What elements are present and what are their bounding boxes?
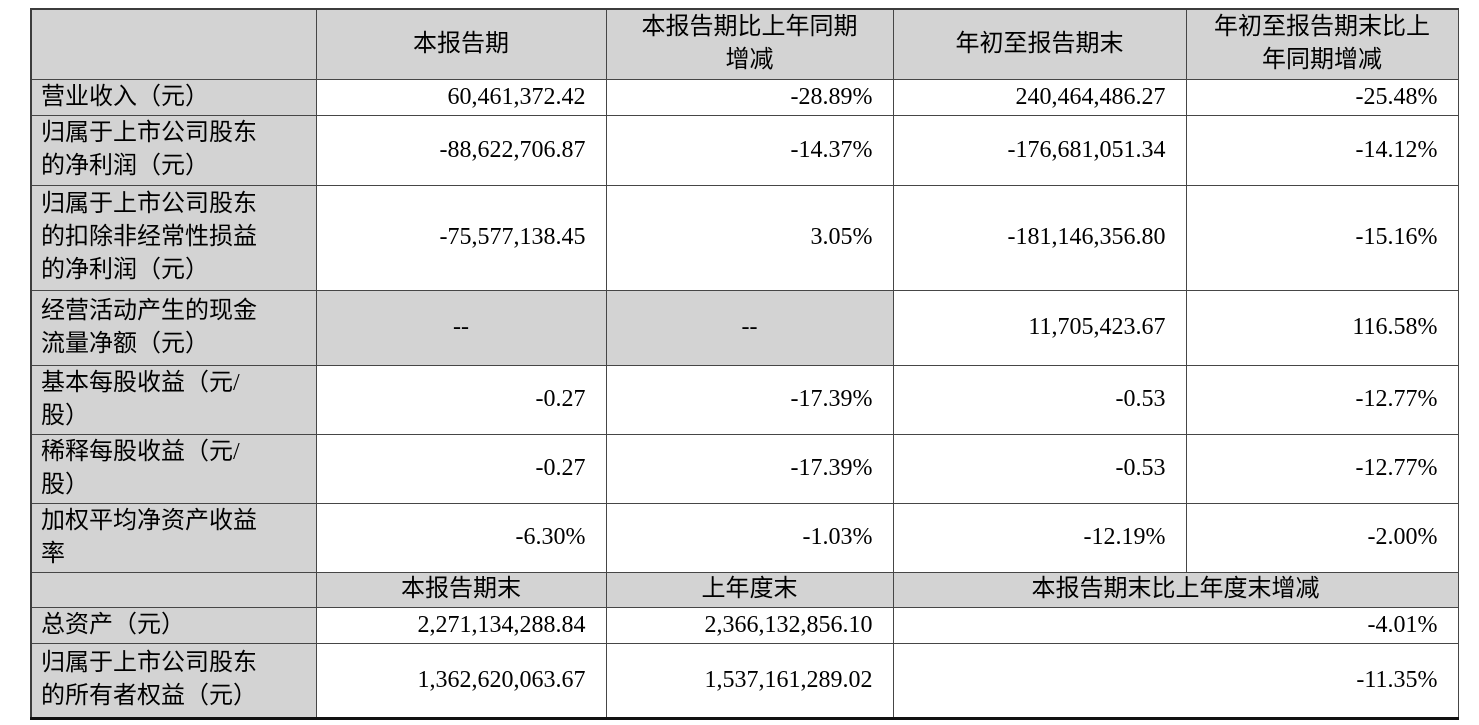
corner-cell — [30, 8, 317, 80]
cell-value: -17.39% — [605, 433, 894, 504]
cell-value: 2,271,134,288.84 — [315, 606, 607, 644]
cell-value: -176,681,051.34 — [892, 114, 1187, 186]
cell-value: -4.01% — [892, 606, 1459, 644]
cell-value: -14.12% — [1185, 114, 1459, 186]
cell-value: -17.39% — [605, 364, 894, 435]
row-label: 经营活动产生的现金 流量净额（元） — [30, 289, 317, 366]
cell-value: 116.58% — [1185, 289, 1459, 366]
cell-value: -0.53 — [892, 364, 1187, 435]
cell-value: -1.03% — [605, 502, 894, 573]
table-row: 加权平均净资产收益 率 -6.30% -1.03% -12.19% -2.00% — [30, 502, 1459, 573]
row-label: 总资产（元） — [30, 606, 317, 644]
table-header-row: 本报告期 本报告期比上年同期 增减 年初至报告期末 年初至报告期末比上 年同期增… — [30, 8, 1459, 80]
cell-value: 11,705,423.67 — [892, 289, 1187, 366]
row-label: 归属于上市公司股东 的所有者权益（元） — [30, 642, 317, 719]
cell-value: -0.27 — [315, 433, 607, 504]
cell-value: -11.35% — [892, 642, 1459, 719]
table-subheader-row: 本报告期末 上年度末 本报告期末比上年度末增减 — [30, 571, 1459, 608]
cell-value-na: -- — [315, 289, 607, 366]
cell-value: -12.77% — [1185, 364, 1459, 435]
cell-value: -0.53 — [892, 433, 1187, 504]
column-header-period-end-change: 本报告期末比上年度末增减 — [892, 571, 1459, 608]
cell-value: -181,146,356.80 — [892, 184, 1187, 291]
cell-value: -15.16% — [1185, 184, 1459, 291]
table-row: 归属于上市公司股东 的扣除非经常性损益 的净利润（元） -75,577,138.… — [30, 184, 1459, 291]
row-label: 归属于上市公司股东 的扣除非经常性损益 的净利润（元） — [30, 184, 317, 291]
row-label: 基本每股收益（元/ 股） — [30, 364, 317, 435]
column-header-prev-year-end: 上年度末 — [605, 571, 894, 608]
row-label: 稀释每股收益（元/ 股） — [30, 433, 317, 504]
cell-value: -25.48% — [1185, 78, 1459, 116]
cell-value: 1,537,161,289.02 — [605, 642, 894, 719]
column-header-current-period-yoy: 本报告期比上年同期 增减 — [605, 8, 894, 80]
corner-cell — [30, 571, 317, 608]
cell-value: -12.77% — [1185, 433, 1459, 504]
table-row: 基本每股收益（元/ 股） -0.27 -17.39% -0.53 -12.77% — [30, 364, 1459, 435]
table-row: 总资产（元） 2,271,134,288.84 2,366,132,856.10… — [30, 606, 1459, 644]
column-header-period-end: 本报告期末 — [315, 571, 607, 608]
column-header-ytd: 年初至报告期末 — [892, 8, 1187, 80]
cell-value-na: -- — [605, 289, 894, 366]
row-label: 归属于上市公司股东 的净利润（元） — [30, 114, 317, 186]
table-row: 归属于上市公司股东 的净利润（元） -88,622,706.87 -14.37%… — [30, 114, 1459, 186]
cell-value: -14.37% — [605, 114, 894, 186]
cell-value: 240,464,486.27 — [892, 78, 1187, 116]
cell-value: 60,461,372.42 — [315, 78, 607, 116]
cell-value: -88,622,706.87 — [315, 114, 607, 186]
row-label: 加权平均净资产收益 率 — [30, 502, 317, 573]
cell-value: -2.00% — [1185, 502, 1459, 573]
table-row: 归属于上市公司股东 的所有者权益（元） 1,362,620,063.67 1,5… — [30, 642, 1459, 719]
table-row: 经营活动产生的现金 流量净额（元） -- -- 11,705,423.67 11… — [30, 289, 1459, 366]
financial-summary-table: 本报告期 本报告期比上年同期 增减 年初至报告期末 年初至报告期末比上 年同期增… — [30, 8, 1459, 720]
row-label: 营业收入（元） — [30, 78, 317, 116]
cell-value: -75,577,138.45 — [315, 184, 607, 291]
cell-value: 2,366,132,856.10 — [605, 606, 894, 644]
table-row: 稀释每股收益（元/ 股） -0.27 -17.39% -0.53 -12.77% — [30, 433, 1459, 504]
column-header-ytd-yoy: 年初至报告期末比上 年同期增减 — [1185, 8, 1459, 80]
table-row: 营业收入（元） 60,461,372.42 -28.89% 240,464,48… — [30, 78, 1459, 116]
cell-value: 1,362,620,063.67 — [315, 642, 607, 719]
column-header-current-period: 本报告期 — [315, 8, 607, 80]
cell-value: -6.30% — [315, 502, 607, 573]
cell-value: -0.27 — [315, 364, 607, 435]
cell-value: 3.05% — [605, 184, 894, 291]
cell-value: -12.19% — [892, 502, 1187, 573]
cell-value: -28.89% — [605, 78, 894, 116]
